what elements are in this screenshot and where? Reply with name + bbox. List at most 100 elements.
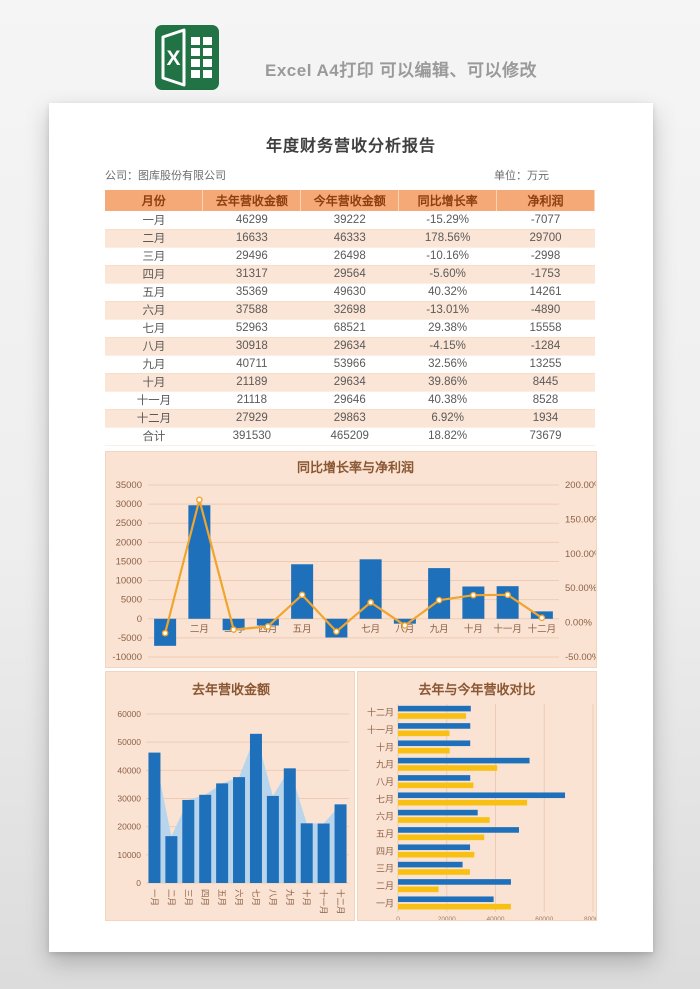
x-axis-tick: 80000: [584, 916, 596, 920]
table-cell: -15.29%: [398, 211, 497, 230]
category-label: 四月: [376, 846, 394, 856]
table-cell: -7077: [496, 211, 595, 230]
table-cell: 29634: [300, 373, 399, 392]
x-axis-label: 九月: [430, 622, 449, 634]
line-marker: [333, 627, 340, 635]
category-label: 十月: [376, 741, 394, 752]
table-cell: 37588: [202, 301, 301, 320]
table-cell: 七月: [105, 319, 203, 338]
category-label: 七月: [376, 794, 394, 804]
bar: [496, 585, 519, 619]
bar: [182, 799, 195, 883]
y-axis-tick: 40000: [117, 765, 141, 775]
table-total-row: 合计 391530 465209 18.82% 73679: [105, 427, 595, 446]
line-marker: [538, 614, 546, 621]
table-cell: 46299: [202, 211, 301, 230]
x-axis-label: 七月: [251, 889, 261, 906]
left-axis-tick: -5000: [118, 632, 142, 643]
report-title: 年度财务营收分析报告: [265, 138, 436, 155]
table-cell: 13255: [496, 355, 595, 374]
revenue-table: 月份 去年营收金额 今年营收金额 同比增长率 净利润 一月 46299 39222 -15.2…: [105, 190, 595, 446]
table-row: 六月 37588 32698 -13.01% -4890: [105, 301, 595, 320]
table-cell: -1284: [496, 337, 595, 356]
bar: [283, 767, 296, 883]
table-cell: 35369: [202, 283, 301, 302]
line-marker: [401, 621, 409, 629]
table-cell: 九月: [105, 355, 203, 374]
line-marker: [264, 622, 272, 630]
table-cell: 1934: [496, 409, 595, 428]
table-column-header: 同比增长率: [398, 190, 498, 211]
left-axis-tick: -10000: [112, 652, 142, 663]
report-page: 年度财务营收分析报告 公司：图库股份有限公司 单位：万元 月份 去年营收金额 今年营…: [49, 103, 653, 952]
left-axis-tick: 5000: [121, 594, 142, 605]
right-axis-tick: 50.00%: [565, 583, 596, 594]
category-label: 六月: [376, 810, 394, 821]
table-cell: 29496: [202, 247, 301, 266]
table-cell: -13.01%: [398, 301, 497, 320]
growth-rate-line: [164, 498, 543, 633]
last-year-bar: [398, 851, 475, 857]
hbar-chart-panel: 去年与今年营收对比 0 20000 40000 60000 80000 十二月十一月十月九月…: [357, 670, 597, 921]
last-year-bar: [398, 886, 439, 892]
category-label: 二月: [376, 881, 394, 891]
table-cell: 八月: [105, 337, 203, 356]
company-label: 公司：图库股份有限公司: [105, 170, 226, 182]
category-label: 三月: [376, 863, 394, 873]
this-year-bar: [398, 722, 471, 729]
table-cell: 六月: [105, 301, 203, 320]
x-axis-label: 七月: [361, 623, 380, 634]
table-cell: 29700: [496, 229, 595, 248]
x-axis-tick: 20000: [438, 916, 456, 920]
last-year-bar: [398, 782, 474, 788]
this-year-bar: [398, 861, 463, 867]
left-axis-tick: 35000: [116, 480, 142, 491]
table-cell: -1753: [496, 265, 595, 284]
x-axis-label: 一月: [149, 889, 159, 906]
table-cell: -4.15%: [398, 337, 497, 356]
x-axis-label: 二月: [166, 889, 176, 906]
table-cell: 46333: [300, 229, 399, 248]
y-axis-tick: 20000: [117, 821, 141, 831]
line-marker: [435, 596, 443, 603]
table-cell: 8445: [496, 373, 595, 392]
excel-logo-letter: X: [166, 47, 180, 70]
this-year-bar: [398, 739, 471, 746]
table-cell: 391530: [202, 427, 301, 446]
table-cell: 26498: [300, 247, 399, 266]
this-year-bar: [398, 757, 530, 763]
right-axis-tick: 100.00%: [565, 548, 596, 559]
bar: [300, 822, 313, 883]
table-cell: 15558: [496, 319, 595, 338]
x-axis-label: 八月: [395, 623, 414, 634]
category-label: 八月: [376, 777, 394, 787]
table-cell: 39.86%: [398, 373, 497, 392]
x-axis-label: 五月: [293, 623, 312, 634]
table-row: 三月 29496 26498 -10.16% -2998: [105, 247, 595, 266]
table-cell: -2998: [496, 247, 595, 266]
right-axis-tick: 200.00%: [565, 480, 596, 491]
chart-title: 去年与今年营收对比: [418, 682, 535, 697]
last-year-bar: [398, 747, 450, 753]
category-label: 九月: [376, 759, 394, 769]
table-column-header: 月份: [105, 190, 204, 211]
table-cell: 73679: [496, 427, 595, 446]
line-marker: [196, 495, 203, 503]
report-meta: 公司：图库股份有限公司 单位：万元: [105, 167, 595, 183]
table-row: 九月 40711 53966 32.56% 13255: [105, 355, 595, 374]
bar: [317, 823, 330, 883]
bar: [393, 618, 416, 624]
table-cell: 29863: [300, 409, 399, 428]
table-row: 十一月 21118 29646 40.38% 8528: [105, 391, 595, 410]
category-label: 十二月: [367, 706, 394, 717]
x-axis-tick: 60000: [535, 916, 553, 920]
bar: [334, 803, 347, 883]
x-axis-label: 三月: [183, 889, 193, 906]
x-axis-label: 九月: [285, 889, 295, 906]
table-cell: 29.38%: [398, 319, 497, 338]
table-column-header: 去年营收金额: [202, 190, 302, 211]
last-year-bar: [398, 712, 467, 719]
bar: [325, 618, 348, 637]
area-chart-panel: 去年营收金额 60000 50000 40000 30000 20000 10000 0 一月二…: [105, 670, 355, 921]
this-year-bar: [398, 843, 471, 850]
